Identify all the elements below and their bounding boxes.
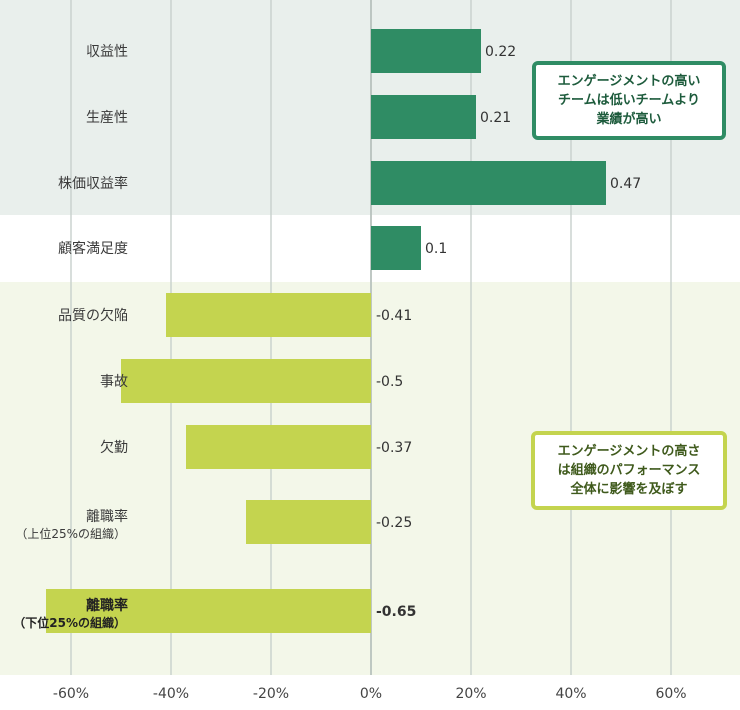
x-tick-label: -40% (153, 686, 189, 702)
x-tick-label: 60% (655, 686, 686, 702)
category-label: 事故 (100, 374, 128, 390)
bar (371, 226, 421, 270)
category-label: 離職率 (86, 597, 128, 614)
bar (371, 161, 606, 205)
value-label: 0.1 (425, 241, 447, 257)
callout-positive-line1: エンゲージメントの高い (557, 74, 701, 89)
bar (371, 95, 476, 139)
bar (186, 425, 371, 469)
value-label: -0.41 (376, 308, 412, 324)
callout-negative-line1: エンゲージメントの高さ (557, 444, 701, 459)
callout-negative-line3: 全体に影響を及ぼす (570, 482, 688, 497)
bars (46, 29, 606, 633)
value-label: 0.22 (485, 44, 516, 60)
category-label: 株価収益率 (58, 175, 128, 192)
bar (46, 589, 371, 633)
callout-negative: エンゲージメントの高さ は組織のパフォーマンス 全体に影響を及ぼす (531, 431, 727, 510)
value-labels: 0.22 0.21 0.47 0.1 -0.41 -0.5 -0.37 -0.25 -0.65 (376, 44, 641, 620)
category-label: 品質の欠陥 (58, 307, 128, 324)
category-label: 収益性 (86, 44, 128, 60)
value-label: -0.25 (376, 515, 412, 531)
category-sublabel: （下位25%の組織） (13, 615, 126, 630)
callout-positive-line3: 業績が高い (596, 112, 662, 127)
x-tick-label: -60% (53, 686, 89, 702)
bar (121, 359, 371, 403)
callout-negative-line2: は組織のパフォーマンス (557, 463, 701, 478)
category-labels: 収益性生産性株価収益率顧客満足度品質の欠陥事故欠勤離職率（上位25%の組織）離職… (13, 44, 128, 630)
x-tick-label: 40% (555, 686, 586, 702)
bar (166, 293, 371, 337)
bar (371, 29, 481, 73)
category-sublabel: （上位25%の組織） (15, 526, 126, 541)
x-tick-label: 0% (360, 686, 382, 702)
value-label: -0.37 (376, 440, 412, 456)
value-label: 0.21 (480, 110, 511, 126)
category-label: 生産性 (86, 110, 128, 126)
bar (246, 500, 371, 544)
value-label: -0.5 (376, 374, 403, 390)
value-label: -0.65 (376, 604, 416, 620)
callout-positive: エンゲージメントの高い チームは低いチームより 業績が高い (532, 61, 726, 140)
x-axis-ticks: -80%-60%-40%-20%0%20%40%60% (53, 686, 687, 702)
x-tick-label: 20% (455, 686, 486, 702)
category-label: 欠勤 (100, 440, 128, 456)
category-label: 顧客満足度 (58, 240, 128, 257)
x-tick-label: -20% (253, 686, 289, 702)
value-label: 0.47 (610, 176, 641, 192)
callout-positive-line2: チームは低いチームより (558, 93, 700, 108)
category-label: 離職率 (86, 508, 128, 525)
